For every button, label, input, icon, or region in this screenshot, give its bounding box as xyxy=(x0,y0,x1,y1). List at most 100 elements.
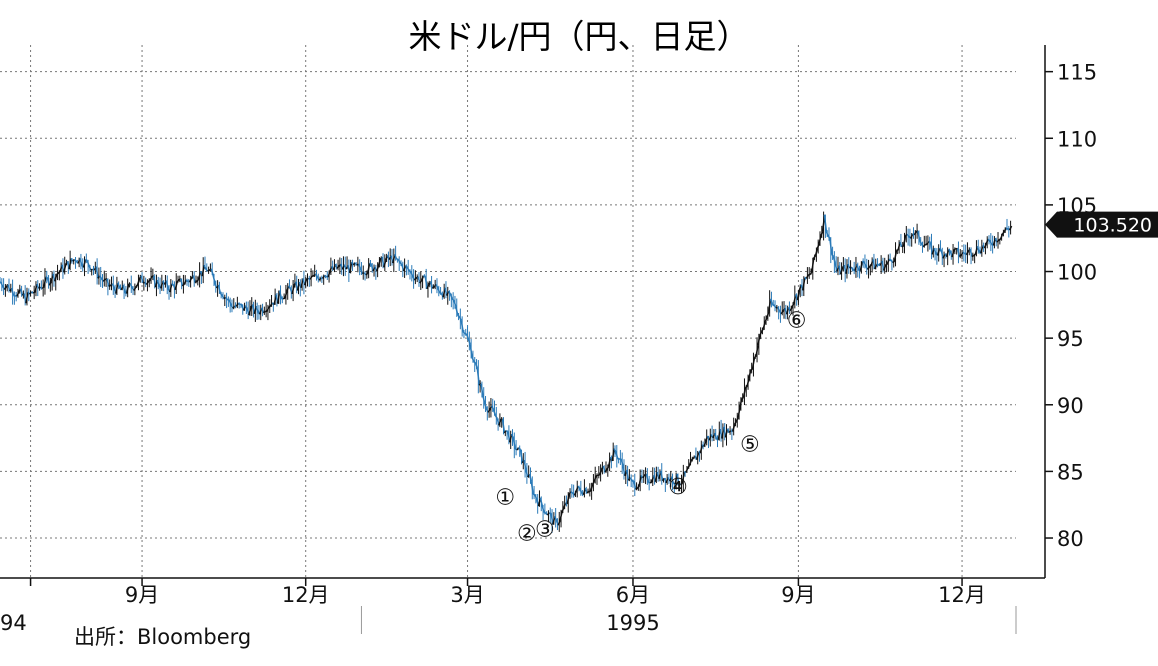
candle-body xyxy=(751,357,756,370)
candle-body xyxy=(156,279,160,287)
x-tick-label: 12月 xyxy=(282,583,330,607)
candle-body xyxy=(762,321,766,329)
candle-body xyxy=(809,271,813,275)
candle-body xyxy=(426,283,430,290)
candle-body xyxy=(962,251,966,255)
grid xyxy=(0,45,1016,578)
candle-body xyxy=(469,344,473,358)
candle-body xyxy=(750,368,754,371)
candle-body xyxy=(892,260,896,264)
candle-body xyxy=(769,298,774,305)
candle-body xyxy=(776,307,781,312)
candle-body xyxy=(111,283,115,289)
candle-body xyxy=(598,469,603,476)
candle-body xyxy=(25,292,29,304)
candle-body xyxy=(996,239,1000,243)
year-separators xyxy=(360,606,1017,634)
candle-body xyxy=(19,288,24,296)
candle-body xyxy=(369,262,372,265)
candle-body xyxy=(839,267,844,275)
candle-body xyxy=(57,270,61,274)
candle-body xyxy=(633,480,637,490)
annotation-label: ⑤ xyxy=(740,432,760,457)
candle-body xyxy=(688,459,693,466)
candle-body xyxy=(557,519,561,526)
candle-body xyxy=(439,292,442,295)
candle-body xyxy=(772,303,775,306)
candle-body xyxy=(31,291,34,294)
candle-body xyxy=(541,505,545,513)
candle-body xyxy=(699,444,704,454)
candle-body xyxy=(1001,231,1005,235)
candle-body xyxy=(528,474,533,483)
candle-body xyxy=(936,247,941,256)
candle-body xyxy=(523,460,527,471)
candle-body xyxy=(589,484,594,492)
candle-body xyxy=(237,302,241,305)
annotation-label: ② xyxy=(517,522,537,547)
candle-body xyxy=(831,253,835,258)
candle-body xyxy=(695,452,700,460)
candle-body xyxy=(1005,227,1009,230)
candle-body xyxy=(829,237,833,255)
candle-body xyxy=(201,264,205,277)
candle-body xyxy=(660,471,664,481)
candle-body xyxy=(607,457,612,467)
candle-body xyxy=(635,487,638,490)
y-tick-label: 90 xyxy=(1057,394,1084,418)
y-tick-label: 85 xyxy=(1057,460,1084,484)
candle-body xyxy=(268,305,272,308)
candle-body xyxy=(278,290,283,299)
candle-body xyxy=(742,387,747,398)
candle-body xyxy=(847,263,851,269)
candle-body xyxy=(262,310,266,314)
candle-body xyxy=(703,441,707,447)
candle-body xyxy=(410,271,414,277)
candle-body xyxy=(84,258,88,262)
candle-body xyxy=(136,278,141,286)
candle-body xyxy=(291,285,295,295)
candle-body xyxy=(474,362,479,369)
candle-body xyxy=(228,299,232,306)
candle-body xyxy=(737,407,741,418)
candle-body xyxy=(573,490,578,496)
candle-body xyxy=(845,264,849,274)
candle-body xyxy=(874,264,878,270)
candle-body xyxy=(359,268,364,274)
candle-body xyxy=(255,305,259,313)
candle-body xyxy=(518,447,522,451)
y-tick-label: 100 xyxy=(1057,261,1097,285)
candle-body xyxy=(811,257,815,273)
candle-body xyxy=(225,297,229,301)
candle-body xyxy=(449,293,454,300)
annotation-label: ③ xyxy=(535,518,555,543)
candle-body xyxy=(491,405,495,411)
candle-body xyxy=(179,278,184,287)
candle-body xyxy=(467,339,472,346)
candle-body xyxy=(501,419,506,434)
y-tick-label: 95 xyxy=(1057,327,1084,351)
candle-body xyxy=(713,432,718,440)
candle-body xyxy=(649,481,653,484)
candle-body xyxy=(629,477,633,482)
candle-body xyxy=(465,333,470,340)
candle-body xyxy=(133,286,137,291)
last-value-badge: 103.520 xyxy=(1045,211,1158,238)
candle-body xyxy=(868,264,872,268)
candle-body xyxy=(16,291,20,297)
candle-body xyxy=(766,311,770,318)
axes: 808590951001051101159月12月3月6月9月12月199419… xyxy=(0,45,1097,635)
candle-body xyxy=(435,284,439,289)
candle-body xyxy=(210,268,214,276)
candle-body xyxy=(885,263,888,266)
candle-body xyxy=(492,409,497,416)
candle-body xyxy=(953,248,957,251)
candle-body xyxy=(116,282,121,288)
annotation-label: ⑥ xyxy=(787,308,807,333)
annotation-label: ① xyxy=(495,486,515,511)
candle-body xyxy=(476,368,481,386)
candle-body xyxy=(402,265,407,272)
candle-body xyxy=(755,345,759,356)
x-tick-label: 9月 xyxy=(125,583,159,607)
